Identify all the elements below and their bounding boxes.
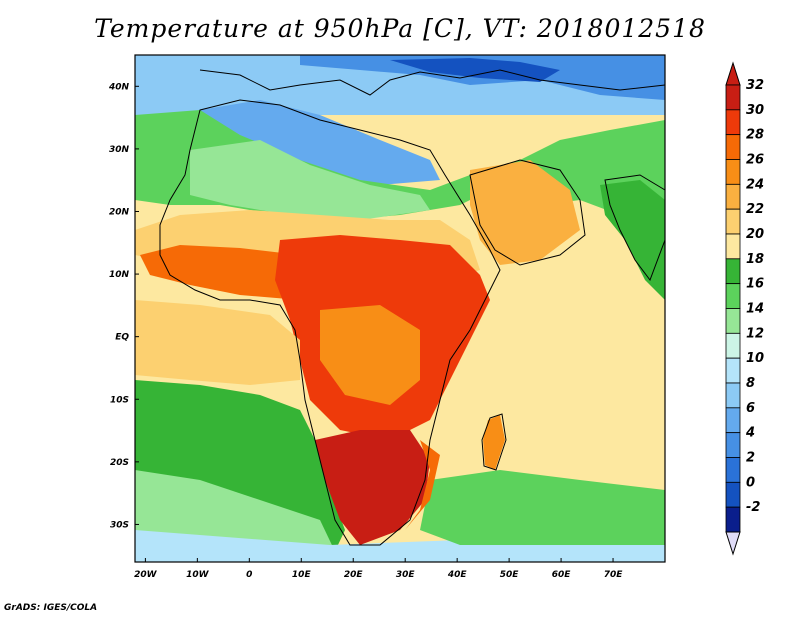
colorbar-swatch <box>725 109 741 136</box>
colorbar-swatch <box>725 159 741 185</box>
colorbar-swatch <box>725 407 741 434</box>
colorbar-label: 6 <box>746 401 755 416</box>
temperature-field <box>135 55 665 562</box>
lat-tick-label: 10S <box>110 395 129 405</box>
arabia-coastline <box>469 159 586 266</box>
colorbar-label: 14 <box>746 302 764 317</box>
lon-tick-label: 40E <box>447 570 468 580</box>
colorbar-label: 12 <box>746 326 764 341</box>
colorbar-label: 28 <box>746 128 764 143</box>
southern-ocean-cool <box>135 530 665 562</box>
colorbar-swatch <box>725 308 741 334</box>
colorbar-swatch <box>725 208 741 235</box>
gulf-guinea-sea <box>135 300 300 385</box>
colorbar-label: 0 <box>746 475 755 490</box>
lat-tick-label: 30N <box>109 145 130 155</box>
lat-tick-label: 20N <box>109 207 130 217</box>
colorbar-label: 4 <box>745 426 755 441</box>
colorbar-label: 30 <box>746 103 764 118</box>
indian-ocean-green <box>420 470 665 545</box>
colorbar-label: 10 <box>746 351 764 366</box>
mediterranean-cold <box>200 100 440 185</box>
lat-tick-label: 30S <box>110 520 129 530</box>
madagascar-coastline <box>481 413 507 471</box>
map-title: Temperature at 950hPa [C], VT: 201801251… <box>94 14 706 43</box>
lon-tick-label: 10W <box>186 570 210 580</box>
colorbar-swatch <box>725 84 741 111</box>
colorbar-swatch <box>725 233 741 260</box>
lat-tick-label: 20S <box>110 458 129 468</box>
lon-tick-label: 20W <box>134 570 158 580</box>
colorbar-swatch <box>725 258 741 285</box>
colorbar-label: 26 <box>746 153 764 168</box>
colorbar-label: 20 <box>746 227 764 242</box>
lon-tick-label: 0 <box>246 570 252 580</box>
colorbar-label: 8 <box>746 376 755 391</box>
map-frame <box>134 54 666 563</box>
colorbar-label: 32 <box>746 78 764 93</box>
india-coastline <box>604 174 666 282</box>
colorbar-swatch <box>725 332 741 359</box>
lat-tick-label: 10N <box>109 270 130 280</box>
colorbar-label: 16 <box>746 277 764 292</box>
arabia-warm <box>470 160 580 265</box>
colorbar-swatch <box>725 382 741 409</box>
grads-credit: GrADS: IGES/COLA <box>4 603 98 613</box>
congo-orange <box>320 305 420 405</box>
lon-tick-label: 20E <box>344 570 364 580</box>
lon-tick-label: 70E <box>604 570 624 580</box>
colorbar-label: 18 <box>746 252 764 267</box>
colorbar-swatch <box>725 357 741 384</box>
colorbar-bottom-arrow <box>725 531 741 556</box>
madagascar-warm <box>483 415 505 470</box>
colorbar-top-arrow <box>725 61 741 86</box>
colorbar-swatch <box>725 457 741 483</box>
colorbar-swatch <box>725 481 741 508</box>
colorbar-swatch <box>725 134 741 160</box>
colorbar-swatch <box>725 183 741 210</box>
colorbar-swatch <box>725 283 741 309</box>
lon-tick-label: 30E <box>396 570 416 580</box>
southern-africa-hot <box>315 430 430 545</box>
colorbar-label: 2 <box>746 451 755 466</box>
india-green <box>600 180 665 300</box>
lon-tick-label: 50E <box>500 570 520 580</box>
axis-ticks: 20W 10W 0 10E 20E 30E 40E 50E 60E 70E 40N 30N 20N 10N… <box>108 82 623 580</box>
lat-tick-label: EQ <box>115 333 129 343</box>
southern-africa-edge <box>405 440 440 530</box>
colorbar-swatch <box>725 506 741 533</box>
colorbar-label: -2 <box>746 500 760 515</box>
africa-coastline <box>159 99 501 546</box>
lon-tick-label: 10E <box>292 570 312 580</box>
sahara-light <box>190 140 430 220</box>
lon-tick-label: 60E <box>552 570 572 580</box>
europe-coastline <box>199 69 666 96</box>
colorbar-swatch <box>725 432 741 458</box>
lat-tick-label: 40N <box>108 82 130 92</box>
colorbar-label: 24 <box>746 177 764 192</box>
coastlines <box>159 69 666 546</box>
colorbar-label: 22 <box>746 202 764 217</box>
black-sea-cold <box>390 58 560 82</box>
